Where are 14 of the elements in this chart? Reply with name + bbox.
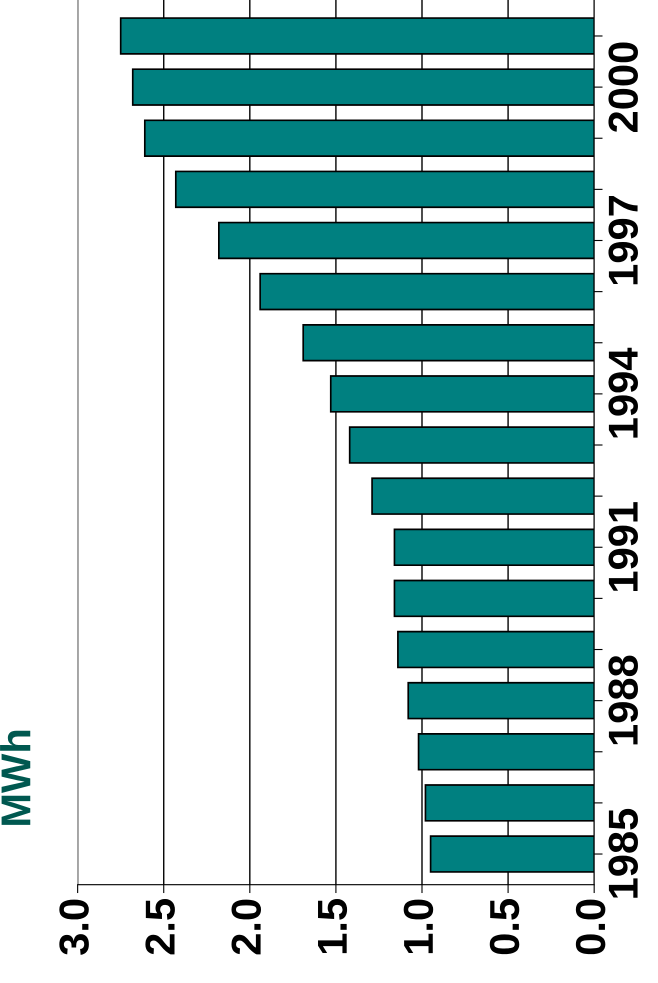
y-tick-label: 2000: [608, 42, 638, 132]
y-tick-label: 1997: [608, 196, 638, 284]
y-axis-title: MWh: [0, 730, 30, 825]
x-tick-label: 1.5: [318, 899, 348, 954]
x-tick-label: 1.0: [404, 900, 434, 954]
x-tick-label: 0.0: [576, 900, 606, 954]
x-tick-label: 3.0: [59, 900, 89, 955]
x-tick-label: 2.0: [232, 900, 262, 954]
y-tick-label: 1991: [608, 502, 638, 591]
y-tick-label: 1988: [608, 656, 638, 744]
x-tick-label: 2.5: [145, 899, 175, 954]
x-tick-label: 0.5: [490, 899, 520, 954]
y-tick-label: 1985: [608, 808, 638, 898]
y-tick-label: 1994: [608, 348, 638, 438]
